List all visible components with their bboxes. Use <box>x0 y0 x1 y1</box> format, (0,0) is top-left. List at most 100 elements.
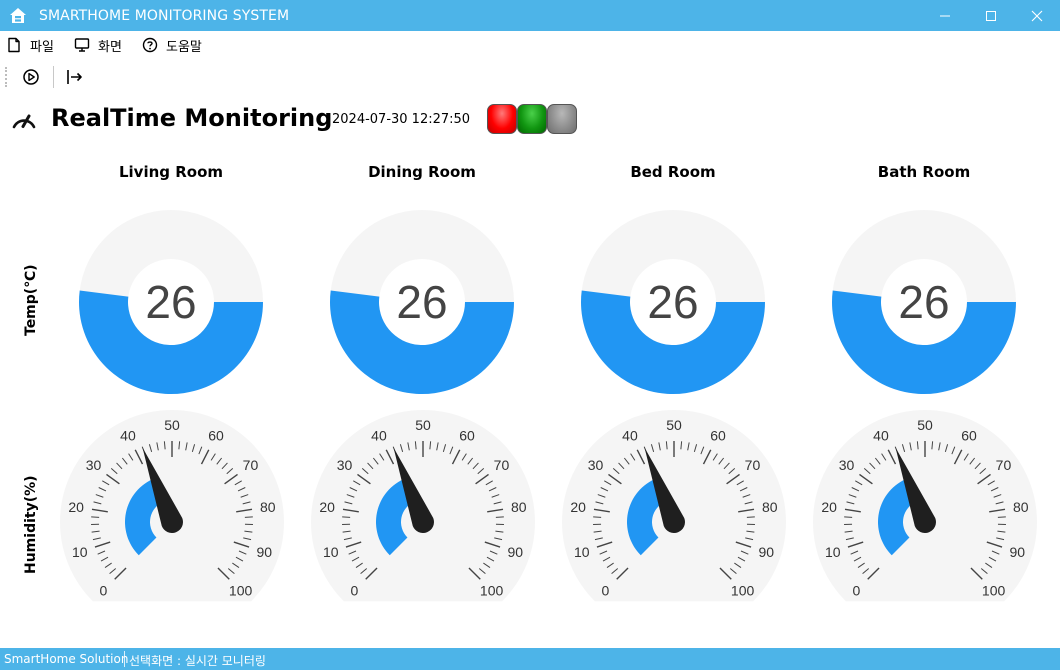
minor-tick <box>343 537 352 541</box>
room-label-living: Living Room <box>118 163 224 181</box>
minor-tick <box>178 441 181 450</box>
major-tick <box>847 541 864 548</box>
minor-tick <box>198 446 203 455</box>
major-tick <box>726 473 740 485</box>
minor-tick <box>163 441 166 450</box>
start-button[interactable] <box>20 66 42 88</box>
minor-tick <box>237 487 246 492</box>
major-tick <box>719 567 732 580</box>
speedometer-icon <box>12 114 36 129</box>
humidity-tick-label: 30 <box>839 457 855 473</box>
minor-tick <box>606 562 614 568</box>
humidity-tick-label: 30 <box>337 457 353 473</box>
minor-tick <box>244 530 253 533</box>
major-tick <box>106 473 120 485</box>
temp-row-label: Temp(℃) <box>23 264 39 336</box>
window-title: SMARTHOME MONITORING SYSTEM <box>39 8 290 24</box>
major-tick <box>867 567 880 580</box>
minor-tick <box>346 494 355 498</box>
major-tick <box>986 541 1003 548</box>
minor-tick <box>693 444 698 453</box>
minor-tick <box>997 530 1006 533</box>
minor-tick <box>467 457 474 465</box>
exit-button[interactable] <box>63 66 85 88</box>
minor-tick <box>593 516 602 518</box>
close-button[interactable] <box>1014 0 1060 31</box>
minor-tick <box>95 494 104 498</box>
humidity-tick-label: 50 <box>666 417 682 433</box>
minor-tick <box>349 487 358 492</box>
humidity-tick-label: 40 <box>371 428 387 444</box>
minor-tick <box>845 537 854 541</box>
temp-gauge-fill <box>79 290 264 394</box>
minor-tick <box>372 457 379 465</box>
humidity-gauge-fill <box>627 478 666 556</box>
minimize-button[interactable] <box>922 0 968 31</box>
humidity-tick-label: 90 <box>256 544 272 560</box>
humidity-gauge-bath: 0 10 20 30 40 50 60 70 80 90 100 <box>813 410 1037 602</box>
minor-tick <box>98 487 107 492</box>
humidity-tick-label: 50 <box>917 417 933 433</box>
minor-tick <box>102 480 110 486</box>
minor-tick <box>486 556 495 562</box>
humidity-tick-label: 0 <box>100 583 108 599</box>
minor-tick <box>367 462 374 470</box>
help-circle-icon <box>142 37 158 53</box>
current-datetime: 2024-07-30 12:27:50 <box>332 112 471 127</box>
humidity-tick-label: 0 <box>602 583 610 599</box>
minor-tick <box>846 501 855 505</box>
minor-tick <box>863 468 871 475</box>
minor-tick <box>874 457 881 465</box>
minor-tick <box>612 468 620 475</box>
minor-tick <box>121 457 128 465</box>
minor-tick <box>737 556 746 562</box>
minor-tick <box>746 530 755 533</box>
room-label-bed: Bed Room <box>630 163 716 181</box>
minor-tick <box>848 494 857 498</box>
status-separator <box>124 651 125 667</box>
minor-tick <box>734 562 742 568</box>
major-tick <box>735 541 752 548</box>
major-tick <box>134 449 144 465</box>
play-circle-icon <box>23 69 39 85</box>
temp-gauge-dining: 26 <box>330 210 514 394</box>
major-tick <box>224 473 238 485</box>
major-tick <box>608 473 622 485</box>
toolbar-grip[interactable] <box>5 67 8 87</box>
humidity-tick-label: 20 <box>570 499 586 515</box>
menu-item-view[interactable]: 화면 <box>74 35 122 55</box>
minor-tick <box>342 530 351 533</box>
menu-item-file[interactable]: 파일 <box>6 35 54 55</box>
humidity-tick-label: 90 <box>1009 544 1025 560</box>
major-tick <box>989 508 1006 513</box>
temp-gauge-fill <box>832 290 1016 394</box>
temp-gauge-bed: 26 <box>581 210 765 394</box>
minor-tick <box>740 550 749 555</box>
minor-tick <box>494 537 503 541</box>
maximize-button[interactable] <box>968 0 1014 31</box>
minor-tick <box>361 468 369 475</box>
minor-tick <box>414 441 417 450</box>
humidity-tick-label: 50 <box>164 417 180 433</box>
major-tick <box>738 508 755 513</box>
major-tick <box>342 508 359 513</box>
minor-tick <box>91 530 100 533</box>
minor-tick <box>491 494 500 498</box>
major-tick <box>977 473 991 485</box>
minor-tick <box>348 550 357 555</box>
minor-tick <box>987 480 995 486</box>
humidity-tick-label: 60 <box>459 428 475 444</box>
minor-tick <box>844 516 853 518</box>
minor-tick <box>156 442 159 451</box>
minor-tick <box>594 537 603 541</box>
humidity-needle <box>142 447 183 533</box>
minimize-icon <box>940 15 950 16</box>
minor-tick <box>478 568 486 575</box>
minor-tick <box>687 442 690 451</box>
maximize-icon <box>986 10 996 21</box>
minor-tick <box>449 446 454 455</box>
minor-tick <box>379 453 385 461</box>
major-tick <box>233 541 250 548</box>
humidity-tick-label: 90 <box>758 544 774 560</box>
menu-item-help[interactable]: 도움말 <box>142 35 202 55</box>
